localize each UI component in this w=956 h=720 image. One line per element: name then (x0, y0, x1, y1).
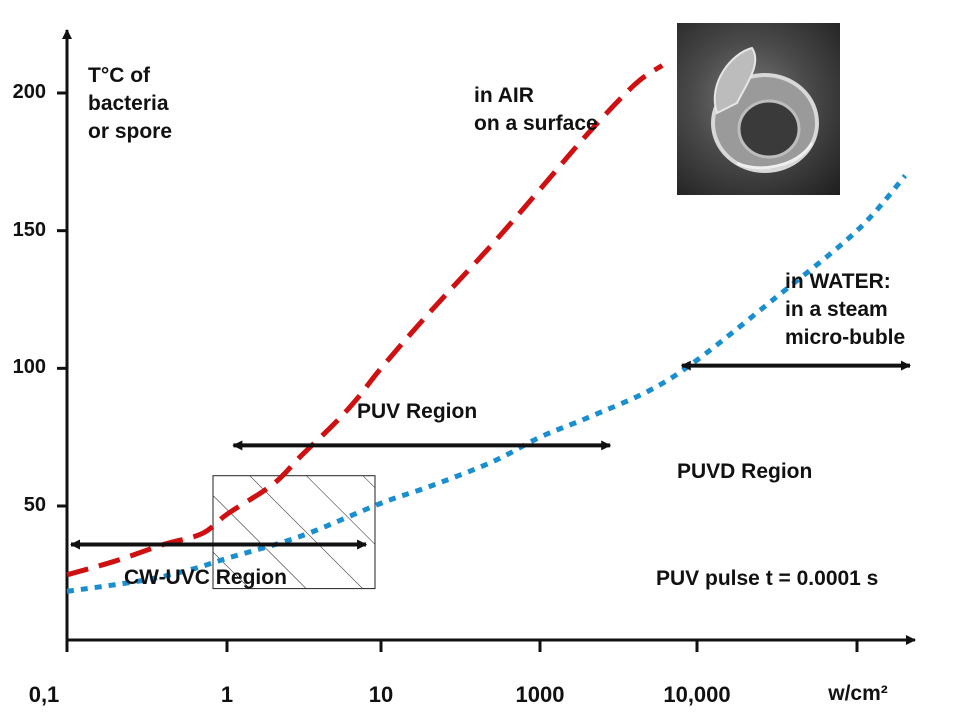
x-tick-label: w/cm² (828, 682, 888, 705)
puvd-region-label: PUVD Region (677, 460, 813, 483)
y-tick-label: 150 (12, 218, 46, 241)
x-tick-label: 1 (220, 682, 234, 707)
y-tick-label: 50 (23, 494, 46, 516)
water-annotation-line: in WATER: (785, 270, 891, 293)
air-annotation-line: in AIR (474, 84, 534, 107)
pulse-annotation: PUV pulse t = 0.0001 s (656, 567, 879, 590)
y-axis-title-line: or spore (88, 120, 173, 143)
cw-uvc-hatched-area (212, 475, 376, 590)
water-curve-line (66, 173, 908, 594)
cw-uvc-region-label: CW-UVC Region (124, 566, 287, 589)
puv-region-label: PUV Region (357, 400, 478, 423)
air-curve-line (66, 63, 664, 578)
spore-icon (711, 46, 819, 173)
y-axis-title-line: T°C of (88, 64, 151, 87)
x-tick-label: 0,1 (28, 682, 60, 707)
x-tick-label: 10,000 (663, 682, 731, 707)
water-annotation-line: micro-buble (785, 326, 906, 349)
air-annotation-line: on a surface (474, 112, 598, 135)
x-tick-label: 1000 (515, 682, 565, 707)
air-annotation: in AIR on a surface (474, 82, 598, 138)
spore-micrograph-image (677, 23, 840, 195)
x-tick-label: 10 (368, 682, 394, 707)
y-tick-label: 100 (12, 356, 46, 379)
water-annotation-line: in a steam (785, 298, 888, 321)
y-axis-title-line: bacteria (88, 92, 169, 115)
y-tick-label: 200 (12, 81, 46, 103)
water-annotation: in WATER: in a steam micro-buble (785, 268, 905, 352)
y-axis-title: T°C of bacteria or spore (88, 62, 172, 146)
